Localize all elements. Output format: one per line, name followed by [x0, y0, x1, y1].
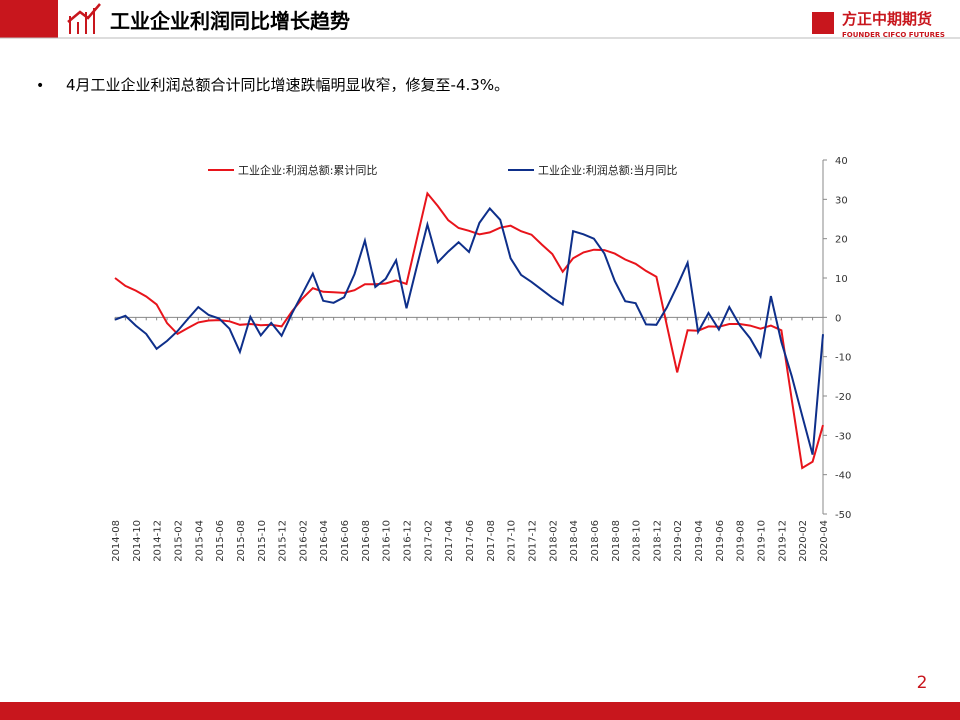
legend-label: 工业企业:利润总额:累计同比: [238, 163, 377, 177]
x-tick-label: 2015-08: [236, 520, 247, 562]
x-tick-label: 2017-04: [444, 520, 455, 562]
x-tick-label: 2019-02: [673, 520, 684, 562]
x-tick-label: 2017-12: [527, 520, 538, 562]
page-number: 2: [917, 673, 928, 693]
x-tick-label: 2015-04: [194, 520, 205, 562]
x-tick-label: 2017-10: [507, 520, 518, 562]
series-line: [114, 191, 824, 470]
y-tick-label: 10: [835, 274, 848, 285]
x-tick-label: 2016-06: [340, 520, 351, 562]
x-tick-label: 2018-12: [652, 520, 663, 562]
x-tick-label: 2016-10: [382, 520, 393, 562]
x-tick-label: 2017-02: [423, 520, 434, 562]
x-tick-label: 2018-06: [590, 520, 601, 562]
x-tick-label: 2018-02: [548, 520, 559, 562]
footer-bar: [0, 702, 960, 720]
y-tick-label: -40: [835, 471, 851, 482]
x-tick-label: 2016-08: [361, 520, 372, 562]
x-tick-label: 2016-04: [319, 520, 330, 562]
slide-title: 工业企业利润同比增长趋势: [110, 9, 350, 33]
x-tick-label: 2015-02: [173, 520, 184, 562]
x-tick-label: 2015-10: [257, 520, 268, 562]
x-tick-label: 2018-08: [611, 520, 622, 562]
y-tick-label: -20: [835, 392, 851, 403]
header-icon: [67, 3, 101, 34]
y-tick-label: -10: [835, 353, 851, 364]
logo-subtext: FOUNDER CIFCO FUTURES: [842, 31, 945, 39]
x-tick-label: 2019-10: [757, 520, 768, 562]
bullet-text: 4月工业企业利润总额合计同比增速跌幅明显收窄，修复至-4.3%。: [66, 76, 509, 94]
x-tick-label: 2019-08: [736, 520, 747, 562]
legend-label: 工业企业:利润总额:当月同比: [538, 163, 677, 177]
x-tick-label: 2015-12: [278, 520, 289, 562]
bullet-dot: •: [36, 78, 44, 94]
x-tick-label: 2018-10: [632, 520, 643, 562]
logo-mark: [812, 12, 834, 34]
header-block: [0, 0, 58, 38]
x-tick-label: 2017-06: [465, 520, 476, 562]
x-tick-label: 2014-12: [153, 520, 164, 562]
x-tick-label: 2020-02: [798, 520, 809, 562]
series-line: [114, 206, 824, 455]
y-tick-label: 30: [835, 195, 848, 206]
x-tick-label: 2019-04: [694, 520, 705, 562]
x-tick-label: 2019-12: [777, 520, 788, 562]
y-tick-label: -30: [835, 431, 851, 442]
logo-text: 方正中期期货: [842, 10, 932, 28]
x-tick-label: 2017-08: [486, 520, 497, 562]
x-tick-label: 2016-12: [403, 520, 414, 562]
x-tick-label: 2015-06: [215, 520, 226, 562]
x-tick-label: 2019-06: [715, 520, 726, 562]
y-tick-label: 0: [835, 313, 841, 324]
y-tick-label: 40: [835, 156, 848, 167]
y-tick-label: 20: [835, 235, 848, 246]
x-tick-label: 2020-04: [819, 520, 830, 562]
x-tick-label: 2014-10: [132, 520, 143, 562]
x-tick-label: 2014-08: [111, 520, 122, 562]
x-tick-label: 2018-04: [569, 520, 580, 562]
x-tick-label: 2016-02: [298, 520, 309, 562]
y-tick-label: -50: [835, 510, 851, 521]
